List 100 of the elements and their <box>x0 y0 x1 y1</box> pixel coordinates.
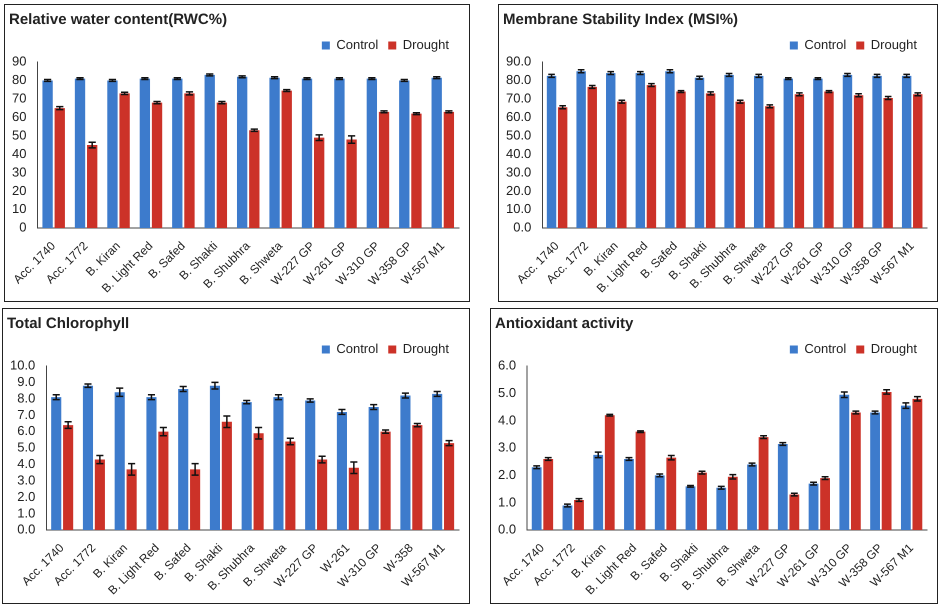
legend-label: Drought <box>870 37 918 52</box>
bar <box>624 459 634 530</box>
y-tick-label: 3.0 <box>498 440 516 455</box>
bar <box>412 425 422 530</box>
y-tick-label: 50 <box>12 127 26 142</box>
y-tick-label: 30 <box>12 164 26 180</box>
bar <box>902 76 912 228</box>
y-tick-label: 80.0 <box>506 72 532 88</box>
chart-title: Relative water content(RWC%) <box>9 11 228 28</box>
bar <box>411 114 422 228</box>
bar <box>432 78 442 228</box>
bar <box>706 93 716 228</box>
chart-title: Antioxidant activity <box>495 315 634 332</box>
bar <box>747 464 757 530</box>
bar <box>126 469 137 530</box>
bar <box>249 130 260 228</box>
bar <box>444 112 454 228</box>
y-tick-label: 90.0 <box>506 54 532 69</box>
bar <box>432 394 442 530</box>
bar <box>314 138 324 228</box>
bar <box>107 80 118 228</box>
bar <box>302 78 312 228</box>
bar <box>794 94 804 228</box>
bar <box>842 74 852 228</box>
chart-title: Total Chlorophyll <box>7 315 130 332</box>
bar <box>317 460 328 530</box>
bar <box>784 78 794 228</box>
bar <box>305 400 316 530</box>
y-tick-label: 0.0 <box>498 522 516 537</box>
bar <box>870 412 880 530</box>
bar <box>604 415 615 530</box>
bar <box>242 402 252 530</box>
bar <box>172 78 182 228</box>
bar <box>178 388 188 530</box>
bar <box>728 476 738 530</box>
y-tick-label: 4.0 <box>17 456 36 472</box>
bar <box>346 140 357 228</box>
bar <box>593 454 604 530</box>
bar <box>368 407 379 530</box>
bar <box>574 500 584 530</box>
bar <box>82 386 94 530</box>
bar <box>900 406 911 530</box>
bar <box>716 488 726 530</box>
bar <box>378 112 390 228</box>
bar <box>63 425 74 530</box>
bar <box>813 78 823 228</box>
bar <box>735 102 745 228</box>
bar <box>724 74 734 228</box>
bar <box>778 444 788 530</box>
bar <box>184 93 195 228</box>
bar <box>606 73 616 228</box>
bar <box>114 392 125 530</box>
bar <box>152 102 162 228</box>
legend-label: Control <box>336 37 378 52</box>
bar <box>789 494 800 530</box>
bar <box>646 85 656 228</box>
legend-label: Control <box>336 341 378 356</box>
bar <box>558 107 568 228</box>
bar <box>140 78 150 228</box>
bar <box>912 398 922 530</box>
bar <box>444 443 454 530</box>
bar <box>588 86 597 228</box>
legend-label: Drought <box>402 341 450 356</box>
bar <box>87 145 98 228</box>
y-tick-label: 5.0 <box>498 384 516 400</box>
bar <box>824 92 834 228</box>
y-tick-label: 4.0 <box>498 412 516 428</box>
y-tick-label: 20 <box>12 182 26 198</box>
y-tick-label: 70 <box>12 90 26 106</box>
bar <box>665 71 675 228</box>
bar <box>654 475 665 530</box>
bar <box>210 386 220 530</box>
y-tick-label: 40 <box>12 146 26 161</box>
y-tick-label: 7.0 <box>17 406 36 422</box>
bar <box>882 392 892 530</box>
legend-label: Control <box>804 341 846 356</box>
bar <box>676 92 686 228</box>
y-tick-label: 40.0 <box>506 146 532 161</box>
y-tick-label: 60 <box>12 108 26 124</box>
y-tick-label: 6.0 <box>498 358 516 373</box>
y-tick-label: 8.0 <box>17 390 36 406</box>
y-tick-label: 70.0 <box>506 90 532 106</box>
bar <box>94 460 105 530</box>
bar <box>850 412 861 530</box>
bar <box>546 76 556 228</box>
bar <box>543 459 554 530</box>
bar <box>285 441 296 530</box>
legend-label: Control <box>804 37 846 52</box>
y-tick-label: 10.0 <box>506 201 532 216</box>
bar <box>54 108 65 228</box>
y-tick-label: 9.0 <box>17 374 36 389</box>
bar <box>348 468 359 530</box>
y-tick-label: 2.0 <box>498 466 516 482</box>
bar <box>216 102 228 228</box>
y-tick-label: 20.0 <box>506 182 532 198</box>
bar <box>666 458 676 530</box>
y-tick-label: 50.0 <box>506 127 532 142</box>
legend-label: Drought <box>402 37 450 52</box>
bar <box>636 432 646 530</box>
bar <box>697 472 707 530</box>
